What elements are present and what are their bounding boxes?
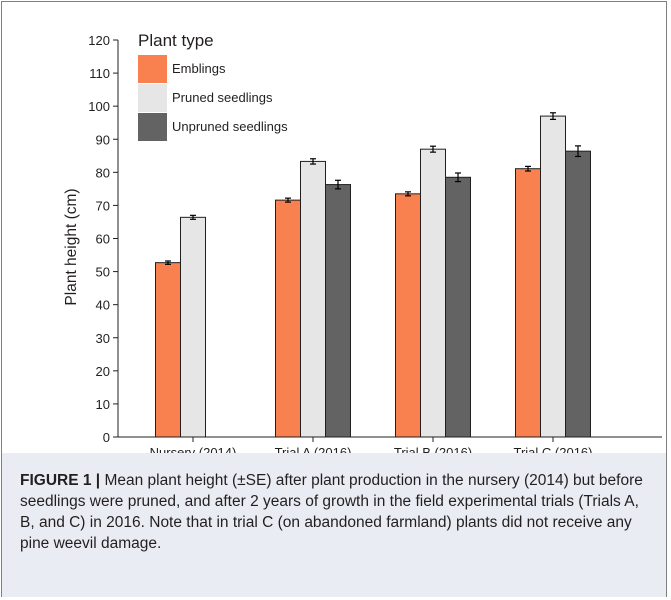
y-tick-label: 70 bbox=[96, 198, 110, 213]
legend-title: Plant type bbox=[138, 31, 214, 50]
legend-label: Emblings bbox=[172, 61, 226, 76]
bar bbox=[421, 149, 446, 437]
bar bbox=[301, 161, 326, 437]
x-tick-label: Trial A (2016) bbox=[275, 445, 352, 453]
y-tick-label: 120 bbox=[88, 33, 110, 48]
bar bbox=[156, 263, 181, 437]
bars bbox=[156, 113, 591, 437]
y-tick-label: 30 bbox=[96, 331, 110, 346]
y-axis-label: Plant height (cm) bbox=[63, 188, 80, 305]
legend: Plant type Emblings Pruned seedlings Unprun… bbox=[138, 31, 288, 141]
y-tick-label: 110 bbox=[89, 66, 110, 81]
bar bbox=[326, 185, 351, 437]
y-tick-label: 90 bbox=[96, 132, 110, 147]
bar-chart: 0 10 20 30 40 50 60 70 80 90 100 110 120 Nursery (20… bbox=[0, 0, 671, 453]
bar bbox=[396, 194, 421, 437]
bar bbox=[276, 200, 301, 437]
y-tick-label: 60 bbox=[96, 232, 110, 247]
y-tick-label: 80 bbox=[96, 165, 110, 180]
caption-text: Mean plant height (±SE) after plant prod… bbox=[20, 472, 643, 552]
bar bbox=[181, 217, 206, 437]
legend-swatch bbox=[138, 84, 167, 112]
x-tick-label: Trial B (2016) bbox=[394, 445, 472, 453]
legend-swatch bbox=[138, 55, 167, 83]
y-tick-label: 100 bbox=[88, 99, 110, 114]
caption-label: FIGURE 1 | bbox=[20, 472, 100, 489]
legend-label: Unpruned seedlings bbox=[172, 119, 288, 134]
bar bbox=[516, 169, 541, 437]
y-tick-label: 10 bbox=[96, 397, 110, 412]
legend-label: Pruned seedlings bbox=[172, 90, 273, 105]
legend-swatch bbox=[138, 113, 167, 141]
figure-caption: FIGURE 1 | Mean plant height (±SE) after… bbox=[20, 470, 648, 554]
x-tick-label: Nursery (2014) bbox=[150, 445, 237, 453]
y-tick-label: 50 bbox=[96, 265, 110, 280]
y-axis: 0 10 20 30 40 50 60 70 80 90 100 110 120 bbox=[88, 33, 118, 445]
y-tick-label: 0 bbox=[103, 430, 110, 445]
bar bbox=[446, 177, 471, 437]
bar bbox=[566, 151, 591, 437]
x-tick-label: Trial C (2016) bbox=[514, 445, 593, 453]
y-tick-label: 20 bbox=[96, 364, 110, 379]
bar bbox=[541, 116, 566, 437]
x-axis: Nursery (2014) Trial A (2016) Trial B (201… bbox=[118, 437, 662, 453]
y-tick-label: 40 bbox=[96, 298, 110, 313]
